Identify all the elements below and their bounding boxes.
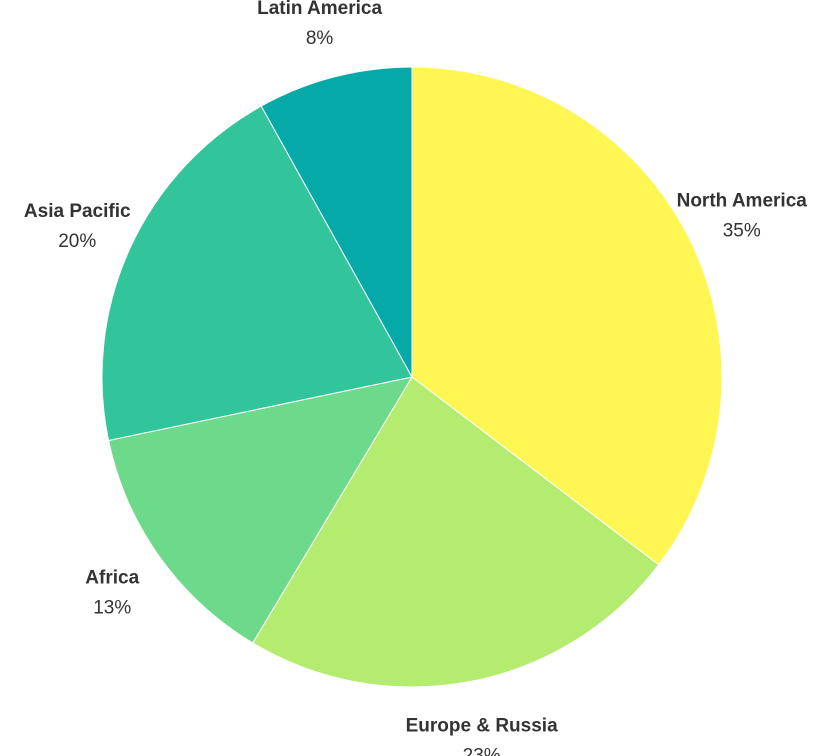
slice-value-label: 8% <box>306 28 334 49</box>
slice-label: Latin America <box>257 0 382 19</box>
pie-slice <box>260 66 413 379</box>
pie-slice <box>252 376 660 688</box>
slice-value-label: 13% <box>93 597 131 618</box>
pie-slice <box>101 105 413 442</box>
slice-label: Asia Pacific <box>24 201 131 222</box>
slice-value-label: 20% <box>58 231 96 252</box>
pie-slice <box>107 376 414 644</box>
slice-label: Africa <box>85 567 139 588</box>
slice-value-label: 23% <box>463 745 501 756</box>
slice-label: Europe & Russia <box>406 715 558 736</box>
pie-slice <box>411 66 723 566</box>
slice-value-label: 35% <box>723 221 761 242</box>
slice-label: North America <box>677 191 808 212</box>
